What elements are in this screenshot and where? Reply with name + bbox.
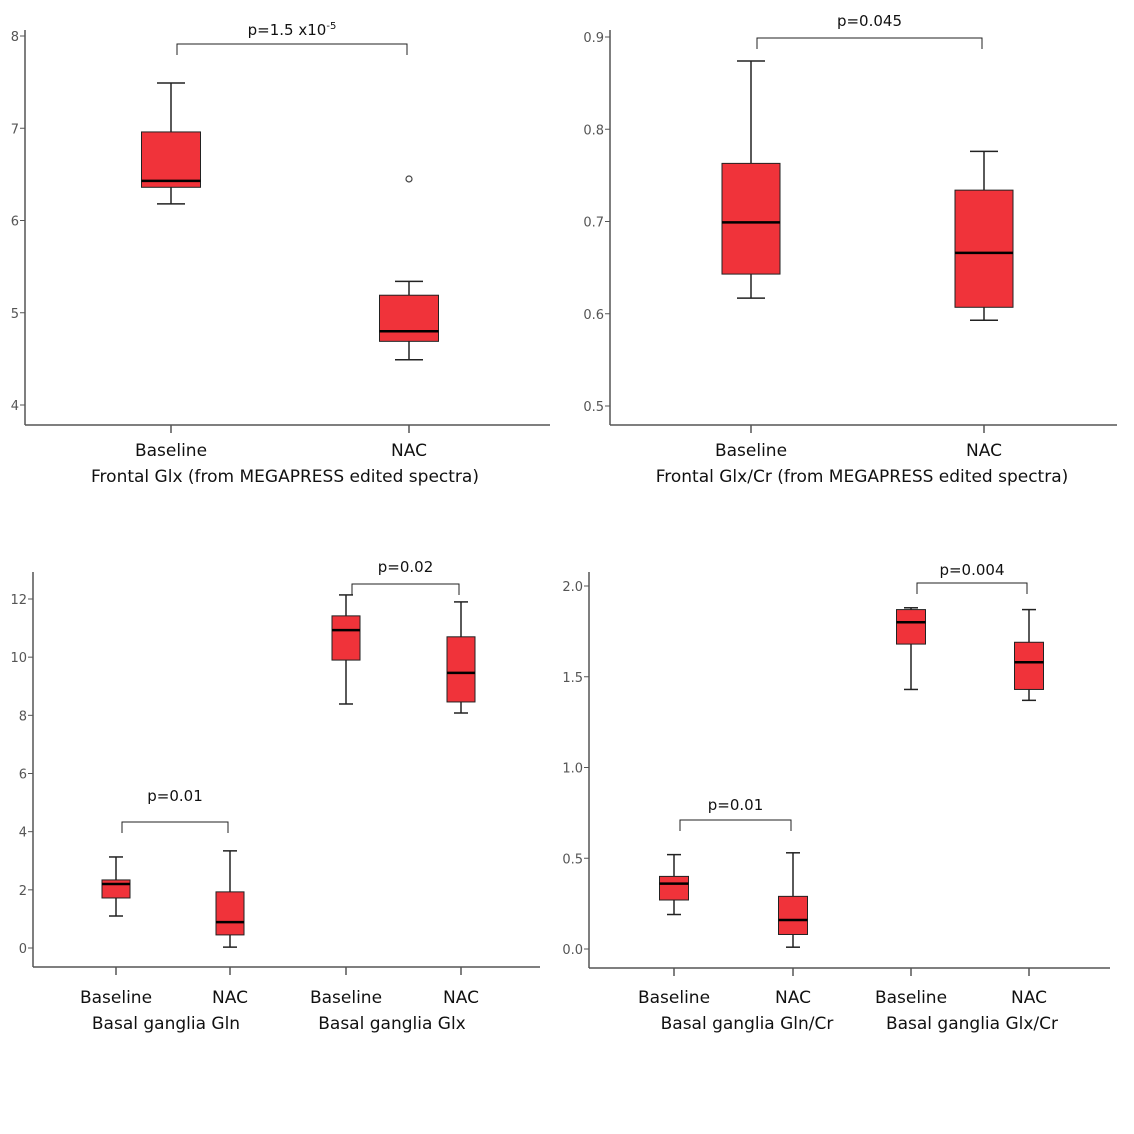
y-tick-label: 0 [19,942,27,957]
significance-bracket [679,819,792,831]
p-value-text: p=1.5 x10 [248,21,327,39]
y-tick-label: 0.6 [583,308,604,323]
y-tick-label: 8 [11,30,19,45]
x-category-label: Baseline [875,988,947,1008]
p-value-text: p=0.01 [708,796,764,814]
iqr-box [1014,641,1044,690]
p-value-text: p=0.004 [939,561,1004,579]
y-tick-label: 1.0 [562,762,583,777]
box-3 [446,601,476,975]
y-tick-label: 4 [11,399,19,414]
x-category-label: NAC [212,988,248,1008]
box-2 [896,607,926,976]
x-category-label: Baseline [715,441,787,461]
p-value-label: p=0.02 [378,558,434,576]
boxplot-panel-4: 0.0 0.5 1.0 1.5 2.0 Baseline NAC Baseline NAC Bas… [562,561,1110,1034]
y-tick-label: 0.9 [583,31,604,46]
y-tick-label: 7 [11,122,19,137]
group-title: Basal ganglia Glx [318,1014,465,1034]
box-0 [101,856,131,975]
p-value-text: p=0.045 [837,12,902,30]
p-value-text: p=0.02 [378,558,434,576]
p-value-label: p=1.5 x10-5 [248,21,337,39]
iqr-box [141,131,201,188]
y-tick-label: 10 [10,651,27,666]
group-title: Basal ganglia Gln/Cr [661,1014,834,1034]
box-0 [141,82,201,433]
iqr-box [331,615,361,661]
group-title: Basal ganglia Glx/Cr [886,1014,1058,1034]
box-1 [778,852,808,976]
y-tick-label: 4 [19,826,27,841]
box-1 [379,175,439,433]
x-category-label: Baseline [638,988,710,1008]
y-tick-label: 8 [19,709,27,724]
iqr-box [721,162,781,275]
p-value-label: p=0.045 [837,12,902,30]
y-tick-label: 0.5 [583,400,604,415]
group-title: Frontal Glx (from MEGAPRESS edited spect… [91,467,479,487]
x-category-label: Baseline [80,988,152,1008]
box-2 [331,594,361,975]
iqr-box [954,189,1014,308]
iqr-box [778,895,808,935]
group-title: Frontal Glx/Cr (from MEGAPRESS edited sp… [656,467,1069,487]
x-category-label: NAC [775,988,811,1008]
y-tick-label: 6 [11,215,19,230]
box-1 [954,150,1014,433]
x-category-label: Baseline [135,441,207,461]
outlier-point [405,175,413,183]
iqr-box [446,636,476,703]
y-tick-label: 2.0 [562,580,583,595]
x-category-label: Baseline [310,988,382,1008]
iqr-box [101,879,131,899]
x-category-label: NAC [1011,988,1047,1008]
y-tick-label: 5 [11,307,19,322]
y-tick-label: 0.7 [583,216,604,231]
y-tick-label: 2 [19,884,27,899]
y-tick-label: 0.8 [583,123,604,138]
y-tick-label: 12 [10,593,27,608]
box-1 [215,850,245,975]
boxplot-panel-1: 4 5 6 7 8 Baseline NAC Frontal Glx (from MEGAPR… [11,21,550,487]
box-0 [721,60,781,433]
iqr-box [896,609,926,645]
significance-bracket [351,583,460,595]
y-tick-label: 0.5 [562,852,583,867]
p-value-label: p=0.01 [708,796,764,814]
boxplot-panel-3: 0 2 4 6 8 10 12 Baseline NAC Baseline NAC Basal gan… [10,558,540,1034]
significance-bracket [176,43,408,55]
p-value-text: p=0.01 [147,787,203,805]
y-tick-label: 0.0 [562,943,583,958]
x-category-label: NAC [391,441,427,461]
box-0 [659,853,689,976]
p-value-exponent: -5 [326,21,336,32]
y-tick-label: 6 [19,768,27,783]
significance-bracket [756,37,983,49]
boxplot-panel-2: 0.5 0.6 0.7 0.8 0.9 Baseline NAC Frontal Glx/Cr… [583,12,1117,487]
group-title: Basal ganglia Gln [92,1014,240,1034]
box-3 [1014,608,1044,976]
y-tick-label: 1.5 [562,671,583,686]
significance-bracket [121,821,229,833]
p-value-label: p=0.004 [939,561,1004,579]
p-value-label: p=0.01 [147,787,203,805]
significance-bracket [916,582,1028,594]
x-category-label: NAC [966,441,1002,461]
iqr-box [215,891,245,936]
iqr-box [379,294,439,342]
iqr-box [659,875,689,901]
x-category-label: NAC [443,988,479,1008]
